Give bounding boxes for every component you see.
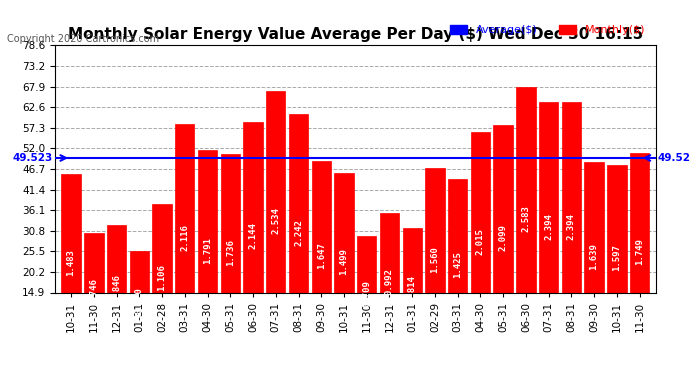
Bar [425, 168, 444, 350]
Text: 2.583: 2.583 [522, 205, 531, 232]
Text: 1.647: 1.647 [317, 242, 326, 269]
Bar [516, 87, 535, 350]
Text: 0.709: 0.709 [362, 280, 371, 307]
Bar [312, 161, 331, 350]
Text: 0.846: 0.846 [112, 274, 121, 301]
Bar [289, 114, 308, 350]
Bar [152, 204, 172, 350]
Bar [380, 213, 399, 350]
Text: 2.099: 2.099 [499, 224, 508, 251]
Text: 2.534: 2.534 [271, 207, 280, 234]
Text: 49.523: 49.523 [658, 153, 690, 163]
Bar [198, 150, 217, 350]
Text: 1.639: 1.639 [590, 243, 599, 270]
Bar [448, 179, 467, 350]
Bar [402, 228, 422, 350]
Bar [61, 174, 81, 350]
Text: 1.499: 1.499 [339, 248, 348, 275]
Text: 1.749: 1.749 [635, 238, 644, 265]
Bar [175, 124, 195, 350]
Bar [630, 153, 649, 350]
Bar [539, 102, 558, 350]
Text: 1.791: 1.791 [203, 237, 212, 264]
Bar [130, 251, 149, 350]
Bar [562, 102, 581, 350]
Bar [357, 236, 376, 350]
Text: 2.144: 2.144 [248, 223, 257, 249]
Title: Monthly Solar Energy Value Average Per Day ($) Wed Dec 30 16:15: Monthly Solar Energy Value Average Per D… [68, 27, 643, 42]
Text: 1.560: 1.560 [431, 246, 440, 273]
Text: 0.992: 0.992 [385, 268, 394, 296]
Text: 1.425: 1.425 [453, 251, 462, 278]
Text: 2.015: 2.015 [476, 228, 485, 255]
Text: 1.483: 1.483 [67, 249, 76, 276]
Text: 0.814: 0.814 [408, 276, 417, 303]
Bar [471, 132, 490, 350]
Text: 1.597: 1.597 [612, 244, 621, 271]
Bar [266, 91, 286, 350]
Bar [84, 233, 103, 350]
Bar [107, 225, 126, 350]
Bar [335, 173, 354, 350]
Legend: Average($), Monthly($): Average($), Monthly($) [446, 21, 650, 40]
Text: 2.394: 2.394 [567, 213, 576, 240]
Text: 2.394: 2.394 [544, 213, 553, 240]
Bar [584, 162, 604, 350]
Text: Copyright 2020 Cartronics.com: Copyright 2020 Cartronics.com [7, 34, 159, 44]
Text: 2.242: 2.242 [294, 219, 303, 246]
Bar [493, 125, 513, 350]
Text: 0.520: 0.520 [135, 287, 144, 314]
Text: 1.736: 1.736 [226, 239, 235, 266]
Text: 49.523: 49.523 [12, 153, 53, 163]
Bar [244, 122, 263, 350]
Text: 1.106: 1.106 [157, 264, 166, 291]
Bar [607, 165, 627, 350]
Text: 2.116: 2.116 [180, 224, 189, 251]
Text: 0.746: 0.746 [90, 278, 99, 305]
Bar [221, 154, 240, 350]
